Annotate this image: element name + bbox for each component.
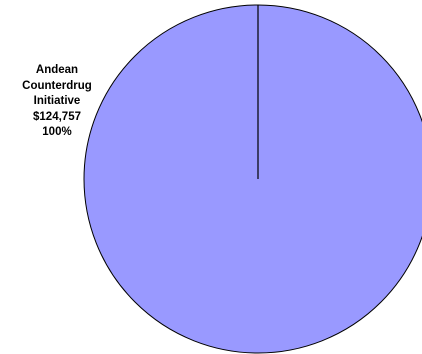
pie-slice-andean-counterdrug-initiative (83, 4, 422, 354)
slice-percent: 100% (42, 126, 72, 138)
slice-label-line-2: Counterdrug (22, 79, 92, 92)
pie-slice-label-andean-counterdrug-initiative: Andean Counterdrug Initiative $124,757 1… (2, 63, 112, 141)
slice-label-line-3: Initiative (33, 95, 81, 107)
pie-slices (83, 4, 422, 354)
slice-label-line-1: Andean (35, 64, 79, 76)
slice-amount: $124,757 (33, 110, 81, 123)
